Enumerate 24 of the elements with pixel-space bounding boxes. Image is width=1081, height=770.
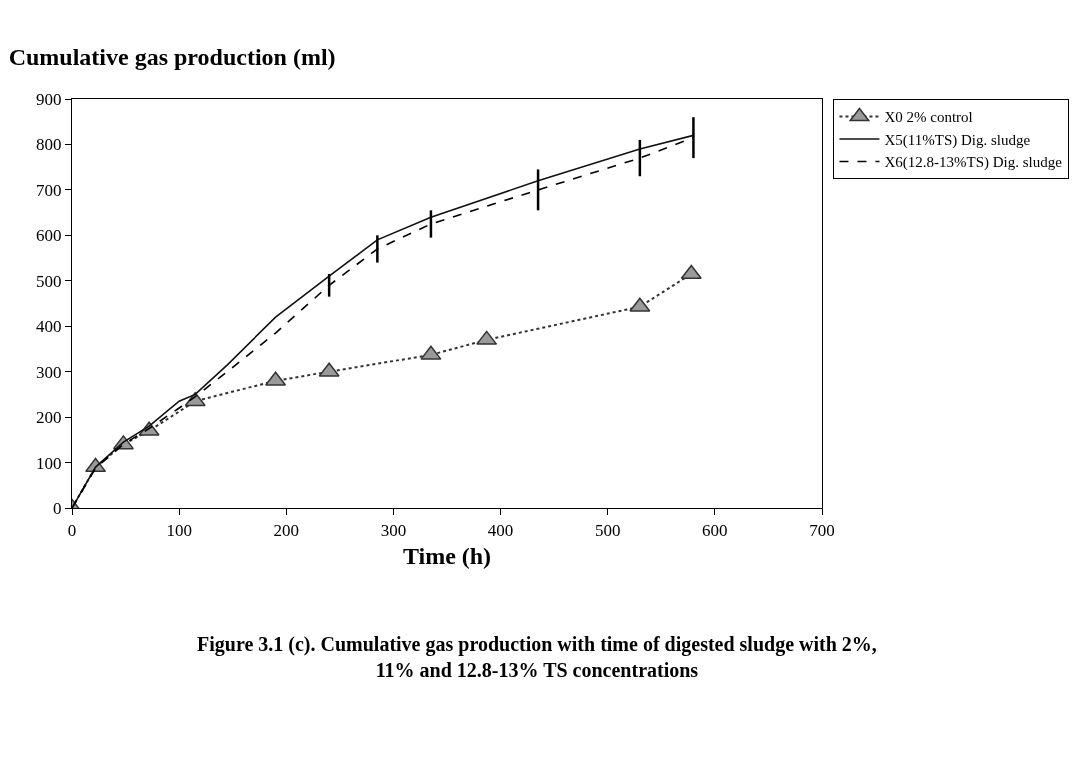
x-tick-label: 600	[702, 520, 728, 540]
y-tick-label: 300	[36, 362, 62, 382]
x-tick-label: 300	[380, 520, 407, 540]
y-tick-label: 700	[36, 180, 62, 200]
x-tick-label: 200	[273, 520, 300, 540]
x-tick-label: 500	[594, 520, 621, 540]
legend-label: X0 2% control	[884, 109, 973, 126]
legend-label: X5(11%TS) Dig. sludge	[884, 131, 1031, 149]
y-tick-label: 200	[36, 408, 62, 428]
legend-label: X6(12.8-13%TS) Dig. sludge	[884, 154, 1063, 172]
chart-title: Cumulative gas production (ml)	[8, 44, 336, 71]
x-tick-label: 0	[67, 520, 77, 540]
y-tick-label: 600	[36, 226, 62, 246]
y-tick-label: 400	[36, 317, 62, 337]
y-tick-label: 0	[53, 498, 62, 518]
y-tick-label: 500	[36, 271, 62, 291]
x-axis-title: Time (h)	[402, 542, 492, 569]
x-tick-label: 400	[487, 520, 514, 540]
y-tick-label: 900	[36, 89, 62, 109]
y-tick-label: 100	[36, 453, 62, 473]
x-tick-label: 700	[809, 520, 835, 540]
y-tick-label: 800	[36, 135, 62, 155]
x-tick-label: 100	[166, 520, 192, 540]
caption: Figure 3.1 (c). Cumulative gas production with time of digested sludge with 2%, 11% and 12.8-13% TS concentrations	[197, 633, 877, 681]
